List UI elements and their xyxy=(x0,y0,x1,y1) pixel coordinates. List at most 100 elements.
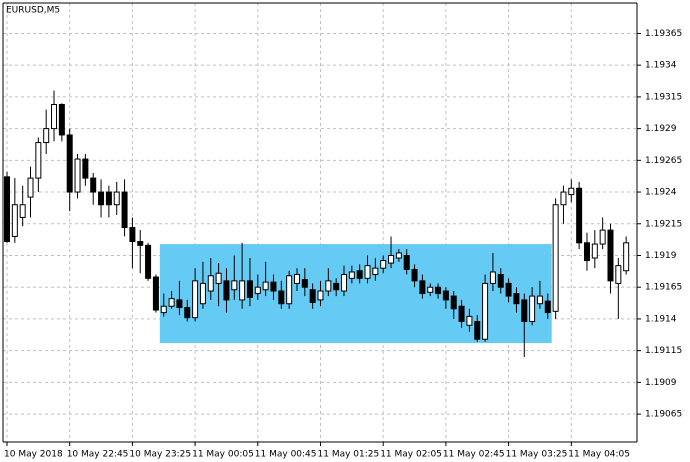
candle-body xyxy=(388,254,395,264)
candle-body xyxy=(450,295,457,310)
candle-body xyxy=(11,204,18,237)
candle-body xyxy=(529,295,536,322)
candle-body xyxy=(184,307,191,319)
candle-body xyxy=(58,104,65,136)
candle-body xyxy=(270,281,277,292)
candle-body xyxy=(474,320,481,340)
y-tick-label: 1.19065 xyxy=(645,410,682,420)
candle-body xyxy=(489,271,496,284)
candle-body xyxy=(466,315,473,326)
candle-body xyxy=(246,280,253,298)
y-tick-label: 1.19365 xyxy=(645,29,682,39)
candle-body xyxy=(121,191,128,229)
candle-body xyxy=(168,298,175,307)
candle-body xyxy=(137,241,144,246)
candle-body xyxy=(403,254,410,270)
candle-body xyxy=(427,286,434,293)
candle-body xyxy=(341,274,348,292)
candle-body xyxy=(615,265,622,284)
candle-body xyxy=(254,286,261,295)
y-tick-label: 1.1929 xyxy=(645,124,677,134)
candle-body xyxy=(35,142,42,179)
candle-body xyxy=(552,204,559,312)
candle-body xyxy=(278,290,285,305)
y-tick-label: 1.19215 xyxy=(645,219,682,229)
candle-body xyxy=(568,187,575,196)
candle-body xyxy=(199,282,206,305)
candle-body xyxy=(395,252,402,259)
candle-body xyxy=(607,229,614,282)
candle-body xyxy=(505,282,512,297)
candle-body xyxy=(74,158,81,193)
y-tick-label: 1.19115 xyxy=(645,346,682,356)
candle-body xyxy=(513,293,520,305)
x-tick-label: 11 May 02:45 xyxy=(443,450,505,460)
candle-body xyxy=(192,280,199,319)
chart-title: EURUSD,M5 xyxy=(6,6,60,16)
candle-body xyxy=(325,280,332,292)
y-tick-label: 1.19265 xyxy=(645,156,682,166)
candle-body xyxy=(348,271,355,279)
candle-body xyxy=(544,300,551,314)
candle-body xyxy=(380,260,387,269)
candle-body xyxy=(309,289,316,303)
candle-body xyxy=(90,177,97,193)
y-tick-label: 1.1914 xyxy=(645,314,677,324)
candle-body xyxy=(145,244,152,279)
candle-body xyxy=(458,305,465,322)
y-tick-label: 1.19315 xyxy=(645,92,682,102)
x-tick-label: 10 May 23:25 xyxy=(129,450,191,460)
candle-body xyxy=(105,191,112,206)
x-tick-label: 11 May 02:05 xyxy=(380,450,442,460)
x-tick-label: 11 May 01:25 xyxy=(318,450,380,460)
candle-body xyxy=(113,191,120,206)
candle-body xyxy=(623,242,630,272)
y-tick-label: 1.19165 xyxy=(645,283,682,293)
candle-body xyxy=(591,243,598,259)
candle-body xyxy=(356,270,363,279)
candle-body xyxy=(176,299,183,309)
candle-body xyxy=(19,204,26,218)
candle-body xyxy=(286,275,293,305)
candle-body xyxy=(419,280,426,295)
x-tick-label: 10 May 22:45 xyxy=(67,450,129,460)
x-tick-label: 11 May 00:05 xyxy=(192,450,254,460)
candle-body xyxy=(231,280,238,291)
candle-body xyxy=(599,229,606,245)
x-tick-label: 11 May 00:45 xyxy=(255,450,317,460)
x-tick-label: 11 May 04:05 xyxy=(568,450,630,460)
candle-body xyxy=(317,290,324,301)
x-tick-label: 11 May 03:25 xyxy=(506,450,568,460)
candle-body xyxy=(521,299,528,322)
candle-body xyxy=(27,177,34,198)
candle-body xyxy=(129,227,136,243)
candle-body xyxy=(262,281,269,291)
candle-body xyxy=(4,176,10,243)
candle-body xyxy=(51,104,58,130)
candle-body xyxy=(160,305,167,314)
candle-body xyxy=(98,191,105,206)
candle-body xyxy=(66,134,73,193)
candle-body xyxy=(82,158,89,179)
y-tick-label: 1.1924 xyxy=(645,188,677,198)
x-tick-label: 10 May 2018 xyxy=(4,450,63,460)
candle-body xyxy=(364,265,371,279)
y-tick-label: 1.1909 xyxy=(645,378,677,388)
candle-body xyxy=(301,279,308,288)
candle-body xyxy=(239,280,246,301)
candle-body xyxy=(223,280,230,301)
candle-body xyxy=(435,286,442,295)
candle-body xyxy=(152,276,159,311)
candle-body xyxy=(560,191,567,206)
candle-body xyxy=(497,274,504,288)
candle-body xyxy=(43,128,50,144)
candle-body xyxy=(583,242,590,262)
candle-body xyxy=(442,290,449,301)
y-tick-label: 1.1919 xyxy=(645,251,677,261)
candle-body xyxy=(372,267,379,276)
candle-body xyxy=(207,275,214,292)
candle-body xyxy=(482,282,489,340)
candle-body xyxy=(215,272,222,284)
